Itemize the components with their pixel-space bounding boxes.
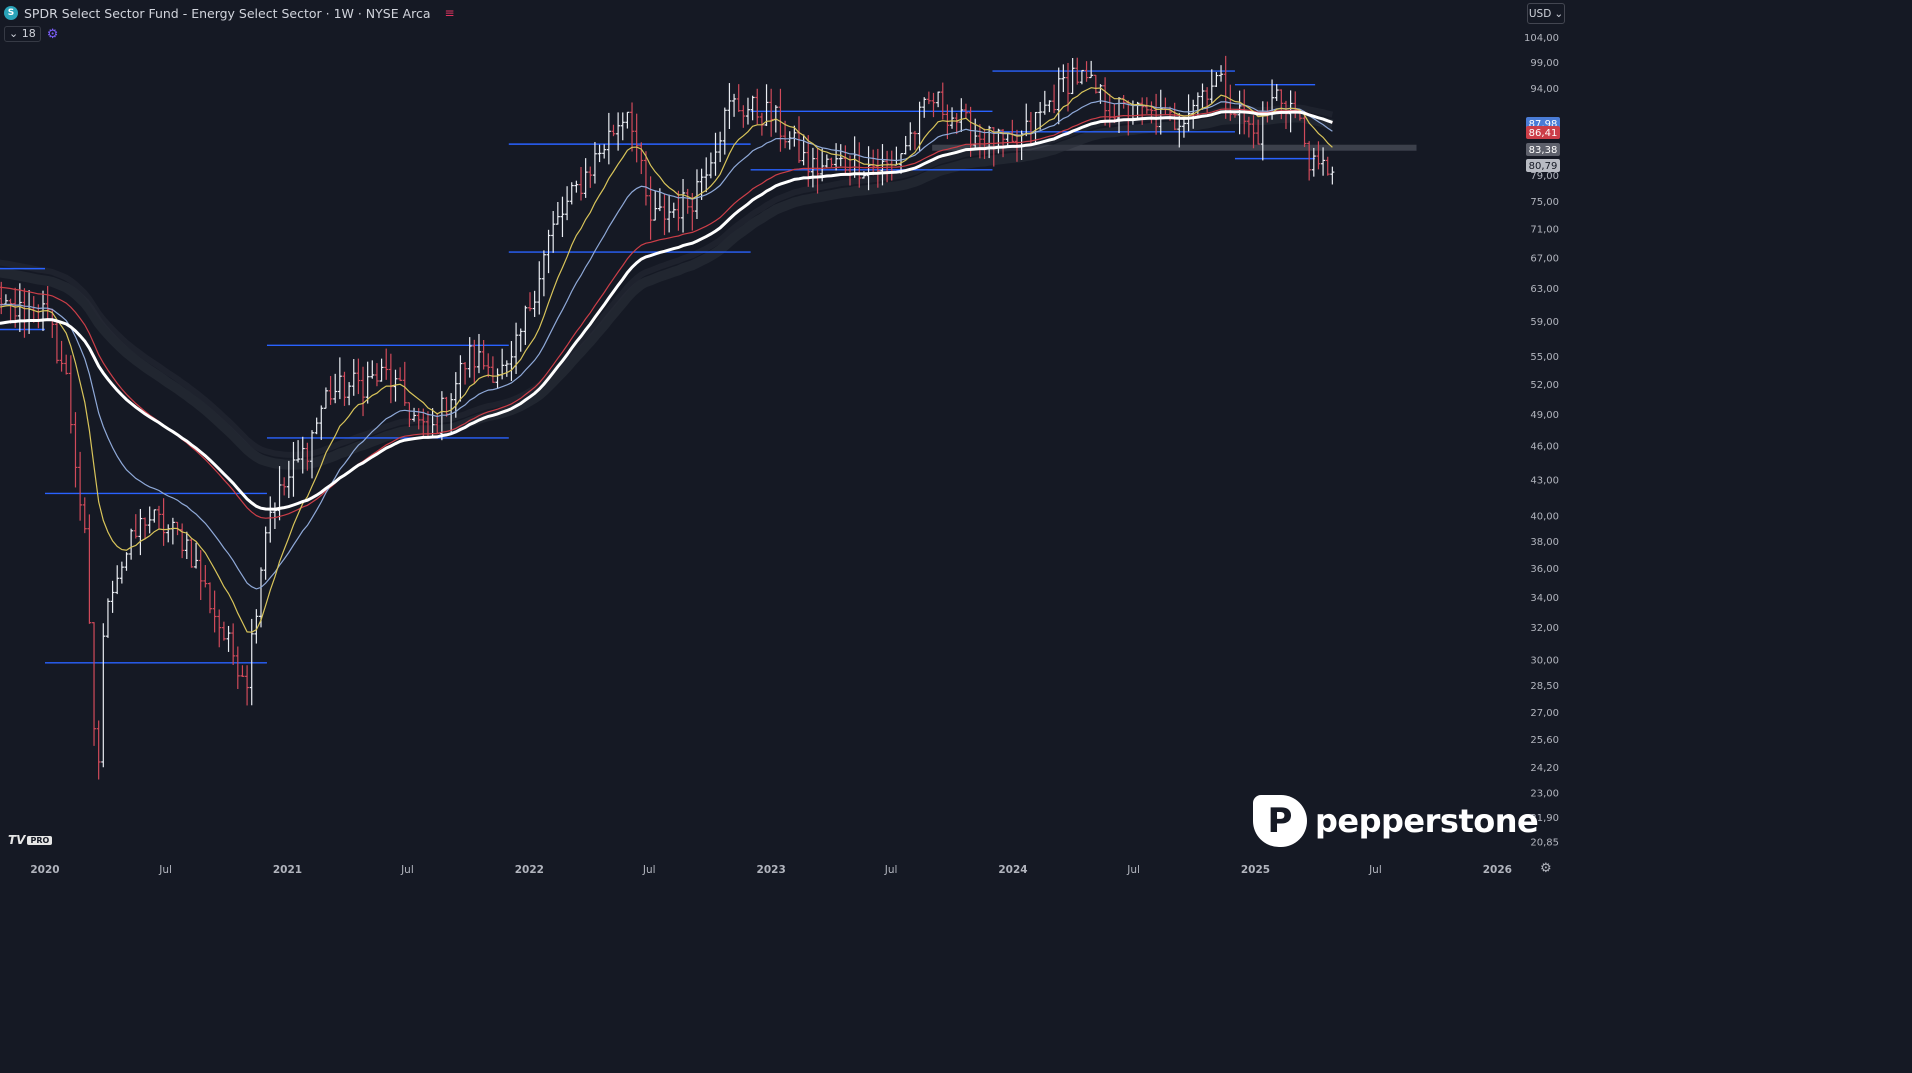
x-tick-label: 2021 [273, 864, 302, 876]
y-tick-label: 79,00 [1530, 171, 1559, 182]
gear-icon[interactable]: ⚙ [1540, 861, 1552, 876]
brand-name: pepperstone [1315, 802, 1539, 840]
indicator-row: ⌄ 18 ⚙ [4, 26, 58, 42]
brand-logo-icon: P [1253, 795, 1307, 847]
y-tick-label: 59,00 [1530, 317, 1559, 328]
brand-watermark: P pepperstone [1253, 795, 1539, 847]
y-tick-label: 23,00 [1530, 788, 1559, 799]
y-tick-label: 38,00 [1530, 537, 1559, 548]
x-tick-label: 2023 [757, 864, 786, 876]
x-tick-label: Jul [400, 864, 414, 876]
y-tick-label: 94,00 [1530, 84, 1559, 95]
tv-mark: TV [8, 833, 26, 847]
chevron-down-icon: ⌄ [1554, 7, 1564, 20]
x-tick-label: 2024 [998, 864, 1027, 876]
y-tick-label: 21,90 [1530, 813, 1559, 824]
currency-selector[interactable]: USD ⌄ [1527, 3, 1565, 24]
ema-band [0, 112, 1334, 470]
y-tick-label: 52,00 [1530, 380, 1559, 391]
y-tick-label: 28,50 [1530, 681, 1559, 692]
y-tick-label: 34,00 [1530, 593, 1559, 604]
resistance-zone [932, 144, 1417, 151]
svg-text:86,41: 86,41 [1529, 128, 1558, 139]
indicators-toggle[interactable]: ⌄ 18 [4, 26, 41, 42]
x-tick-label: 2022 [515, 864, 544, 876]
y-tick-label: 71,00 [1530, 224, 1559, 235]
y-tick-label: 30,00 [1530, 655, 1559, 666]
x-tick-label: Jul [642, 864, 656, 876]
price-label: 86,41 [1526, 126, 1560, 139]
y-tick-label: 67,00 [1530, 253, 1559, 264]
currency-label: USD [1528, 7, 1552, 20]
x-tick-label: Jul [884, 864, 898, 876]
price-chart[interactable]: 104,00 99,00 94,00 79,00 75,00 71,00 67,00 63,0… [0, 0, 1568, 880]
ema-long [0, 110, 1333, 511]
ema-fast [0, 87, 1333, 633]
x-tick-label: 2025 [1241, 864, 1270, 876]
tradingview-logo: TV PRO [8, 833, 53, 847]
y-tick-label: 20,85 [1530, 838, 1559, 849]
y-tick-label: 25,60 [1530, 735, 1559, 746]
y-tick-label: 43,00 [1530, 475, 1559, 486]
y-tick-label: 55,00 [1530, 352, 1559, 363]
svg-text:80,79: 80,79 [1529, 161, 1558, 172]
symbol-icon[interactable]: S [4, 6, 18, 20]
chart-header: S SPDR Select Sector Fund - Energy Selec… [4, 3, 455, 23]
ema-slow [0, 108, 1333, 519]
pro-badge: PRO [27, 835, 53, 845]
y-tick-label: 46,00 [1530, 442, 1559, 453]
y-tick-label: 63,00 [1530, 284, 1559, 295]
menu-icon[interactable]: ≡ [444, 6, 455, 20]
price-label: 80,79 [1526, 159, 1560, 172]
x-tick-label: 2026 [1483, 864, 1512, 876]
y-tick-label: 24,20 [1530, 763, 1559, 774]
time-axis-bg [0, 857, 1568, 880]
y-tick-label: 27,00 [1530, 708, 1559, 719]
y-tick-label: 104,00 [1524, 33, 1559, 44]
indicator-settings-icon[interactable]: ⚙ [46, 26, 59, 42]
symbol-title[interactable]: SPDR Select Sector Fund - Energy Select … [24, 5, 431, 21]
x-tick-label: Jul [1126, 864, 1140, 876]
indicator-count: 18 [21, 27, 36, 40]
y-tick-label: 32,00 [1530, 623, 1559, 634]
y-tick-label: 75,00 [1530, 197, 1559, 208]
y-tick-label: 40,00 [1530, 511, 1559, 522]
ema-band-2 [0, 104, 1334, 458]
y-tick-label: 49,00 [1530, 410, 1559, 421]
y-tick-label: 36,00 [1530, 564, 1559, 575]
price-label: 83,38 [1526, 143, 1560, 156]
y-tick-label: 99,00 [1530, 58, 1559, 69]
ema-mid [0, 100, 1333, 590]
x-tick-label: Jul [158, 864, 172, 876]
svg-text:87,98: 87,98 [1529, 119, 1558, 130]
chevron-down-icon: ⌄ [9, 27, 19, 40]
svg-text:83,38: 83,38 [1529, 145, 1558, 156]
x-tick-label: 2020 [30, 864, 59, 876]
x-tick-label: Jul [1368, 864, 1382, 876]
